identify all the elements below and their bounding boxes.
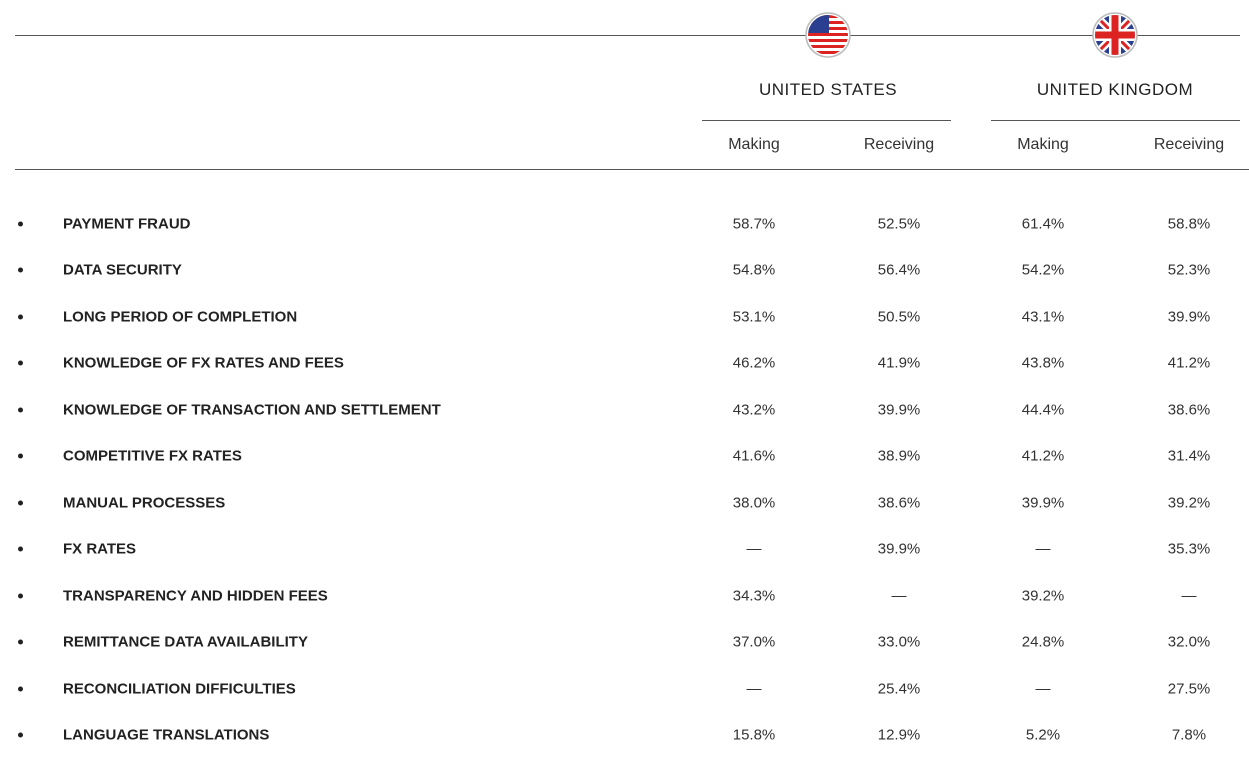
cell-value: 38.6% — [1167, 401, 1211, 419]
cell-value: 39.9% — [877, 401, 921, 419]
column-header: Receiving — [1153, 136, 1225, 153]
bullet — [18, 453, 23, 459]
row-label: FX RATES — [63, 540, 137, 558]
row-label: PAYMENT FRAUD — [63, 215, 191, 233]
row-label: MANUAL PROCESSES — [63, 494, 226, 512]
cell-value: — — [746, 680, 762, 697]
cell-value: 32.0% — [1167, 633, 1211, 651]
bullet — [18, 314, 23, 320]
cell-value: — — [1181, 587, 1197, 605]
bullet — [18, 546, 23, 552]
cell-value: — — [746, 540, 762, 558]
cell-value: 54.2% — [1021, 261, 1065, 279]
group-rule — [991, 120, 1240, 121]
cell-value: 41.2% — [1167, 354, 1211, 372]
top-rule — [15, 35, 1240, 36]
column-header: Making — [1017, 136, 1069, 153]
cell-value: 24.8% — [1021, 633, 1065, 651]
cell-value: 37.0% — [732, 633, 776, 651]
cell-value: 41.6% — [732, 447, 776, 465]
cell-value: 46.2% — [732, 354, 776, 372]
bullet — [18, 360, 23, 366]
row-label: LANGUAGE TRANSLATIONS — [63, 726, 270, 744]
bullet — [18, 732, 23, 738]
cell-value: 33.0% — [877, 633, 921, 651]
bullet — [18, 593, 23, 599]
group-header: UNITED STATES — [758, 80, 898, 99]
group-header: UNITED KINGDOM — [1036, 80, 1194, 99]
cell-value: 31.4% — [1167, 447, 1211, 465]
bullet — [18, 686, 23, 691]
cell-value: — — [1035, 540, 1051, 558]
cell-value: 5.2% — [1025, 726, 1061, 744]
row-label: KNOWLEDGE OF TRANSACTION AND SETTLEMENT — [63, 401, 441, 419]
cell-value: 38.0% — [732, 494, 776, 512]
cell-value: 39.9% — [1021, 494, 1065, 512]
cell-value: 39.2% — [1167, 494, 1211, 512]
cell-value: 41.9% — [877, 354, 921, 372]
cell-value: 39.9% — [877, 540, 921, 558]
cell-value: 52.5% — [877, 215, 921, 233]
row-label: KNOWLEDGE OF FX RATES AND FEES — [63, 354, 344, 372]
row-label: REMITTANCE DATA AVAILABILITY — [63, 633, 308, 651]
cell-value: 43.1% — [1021, 308, 1065, 326]
cell-value: — — [891, 587, 907, 605]
column-header: Receiving — [863, 136, 935, 153]
row-label: RECONCILIATION DIFFICULTIES — [63, 680, 296, 697]
cell-value: 44.4% — [1021, 401, 1065, 419]
cell-value: 27.5% — [1167, 680, 1211, 697]
cell-value: 25.4% — [877, 680, 921, 697]
us-flag — [805, 12, 851, 58]
cell-value: 12.9% — [877, 726, 921, 744]
cell-value: 53.1% — [732, 308, 776, 326]
cell-value: 35.3% — [1167, 540, 1211, 558]
cell-value: 61.4% — [1021, 215, 1065, 233]
bullet — [18, 639, 23, 645]
cell-value: — — [1035, 680, 1051, 697]
cell-value: 52.3% — [1167, 261, 1211, 279]
bullet — [18, 267, 23, 273]
row-label: DATA SECURITY — [63, 261, 182, 279]
bullet — [18, 500, 23, 506]
header-rule — [15, 169, 1249, 170]
cell-value: 56.4% — [877, 261, 921, 279]
cell-value: 34.3% — [732, 587, 776, 605]
group-rule — [702, 120, 951, 121]
cell-value: 41.2% — [1021, 447, 1065, 465]
cell-value: 38.9% — [877, 447, 921, 465]
cell-value: 15.8% — [732, 726, 776, 744]
cell-value: 58.7% — [732, 215, 776, 233]
cell-value: 54.8% — [732, 261, 776, 279]
row-label: TRANSPARENCY AND HIDDEN FEES — [63, 587, 328, 605]
row-label: COMPETITIVE FX RATES — [63, 447, 242, 465]
row-label: LONG PERIOD OF COMPLETION — [63, 308, 298, 326]
column-header: Making — [728, 136, 780, 153]
cell-value: 39.2% — [1021, 587, 1065, 605]
cell-value: 50.5% — [877, 308, 921, 326]
bullet — [18, 221, 23, 227]
cell-value: 43.2% — [732, 401, 776, 419]
cell-value: 58.8% — [1167, 215, 1211, 233]
cell-value: 39.9% — [1167, 308, 1211, 326]
cell-value: 38.6% — [877, 494, 921, 512]
cell-value: 7.8% — [1171, 726, 1207, 744]
uk-flag — [1092, 12, 1138, 58]
cell-value: 43.8% — [1021, 354, 1065, 372]
bullet — [18, 407, 23, 413]
